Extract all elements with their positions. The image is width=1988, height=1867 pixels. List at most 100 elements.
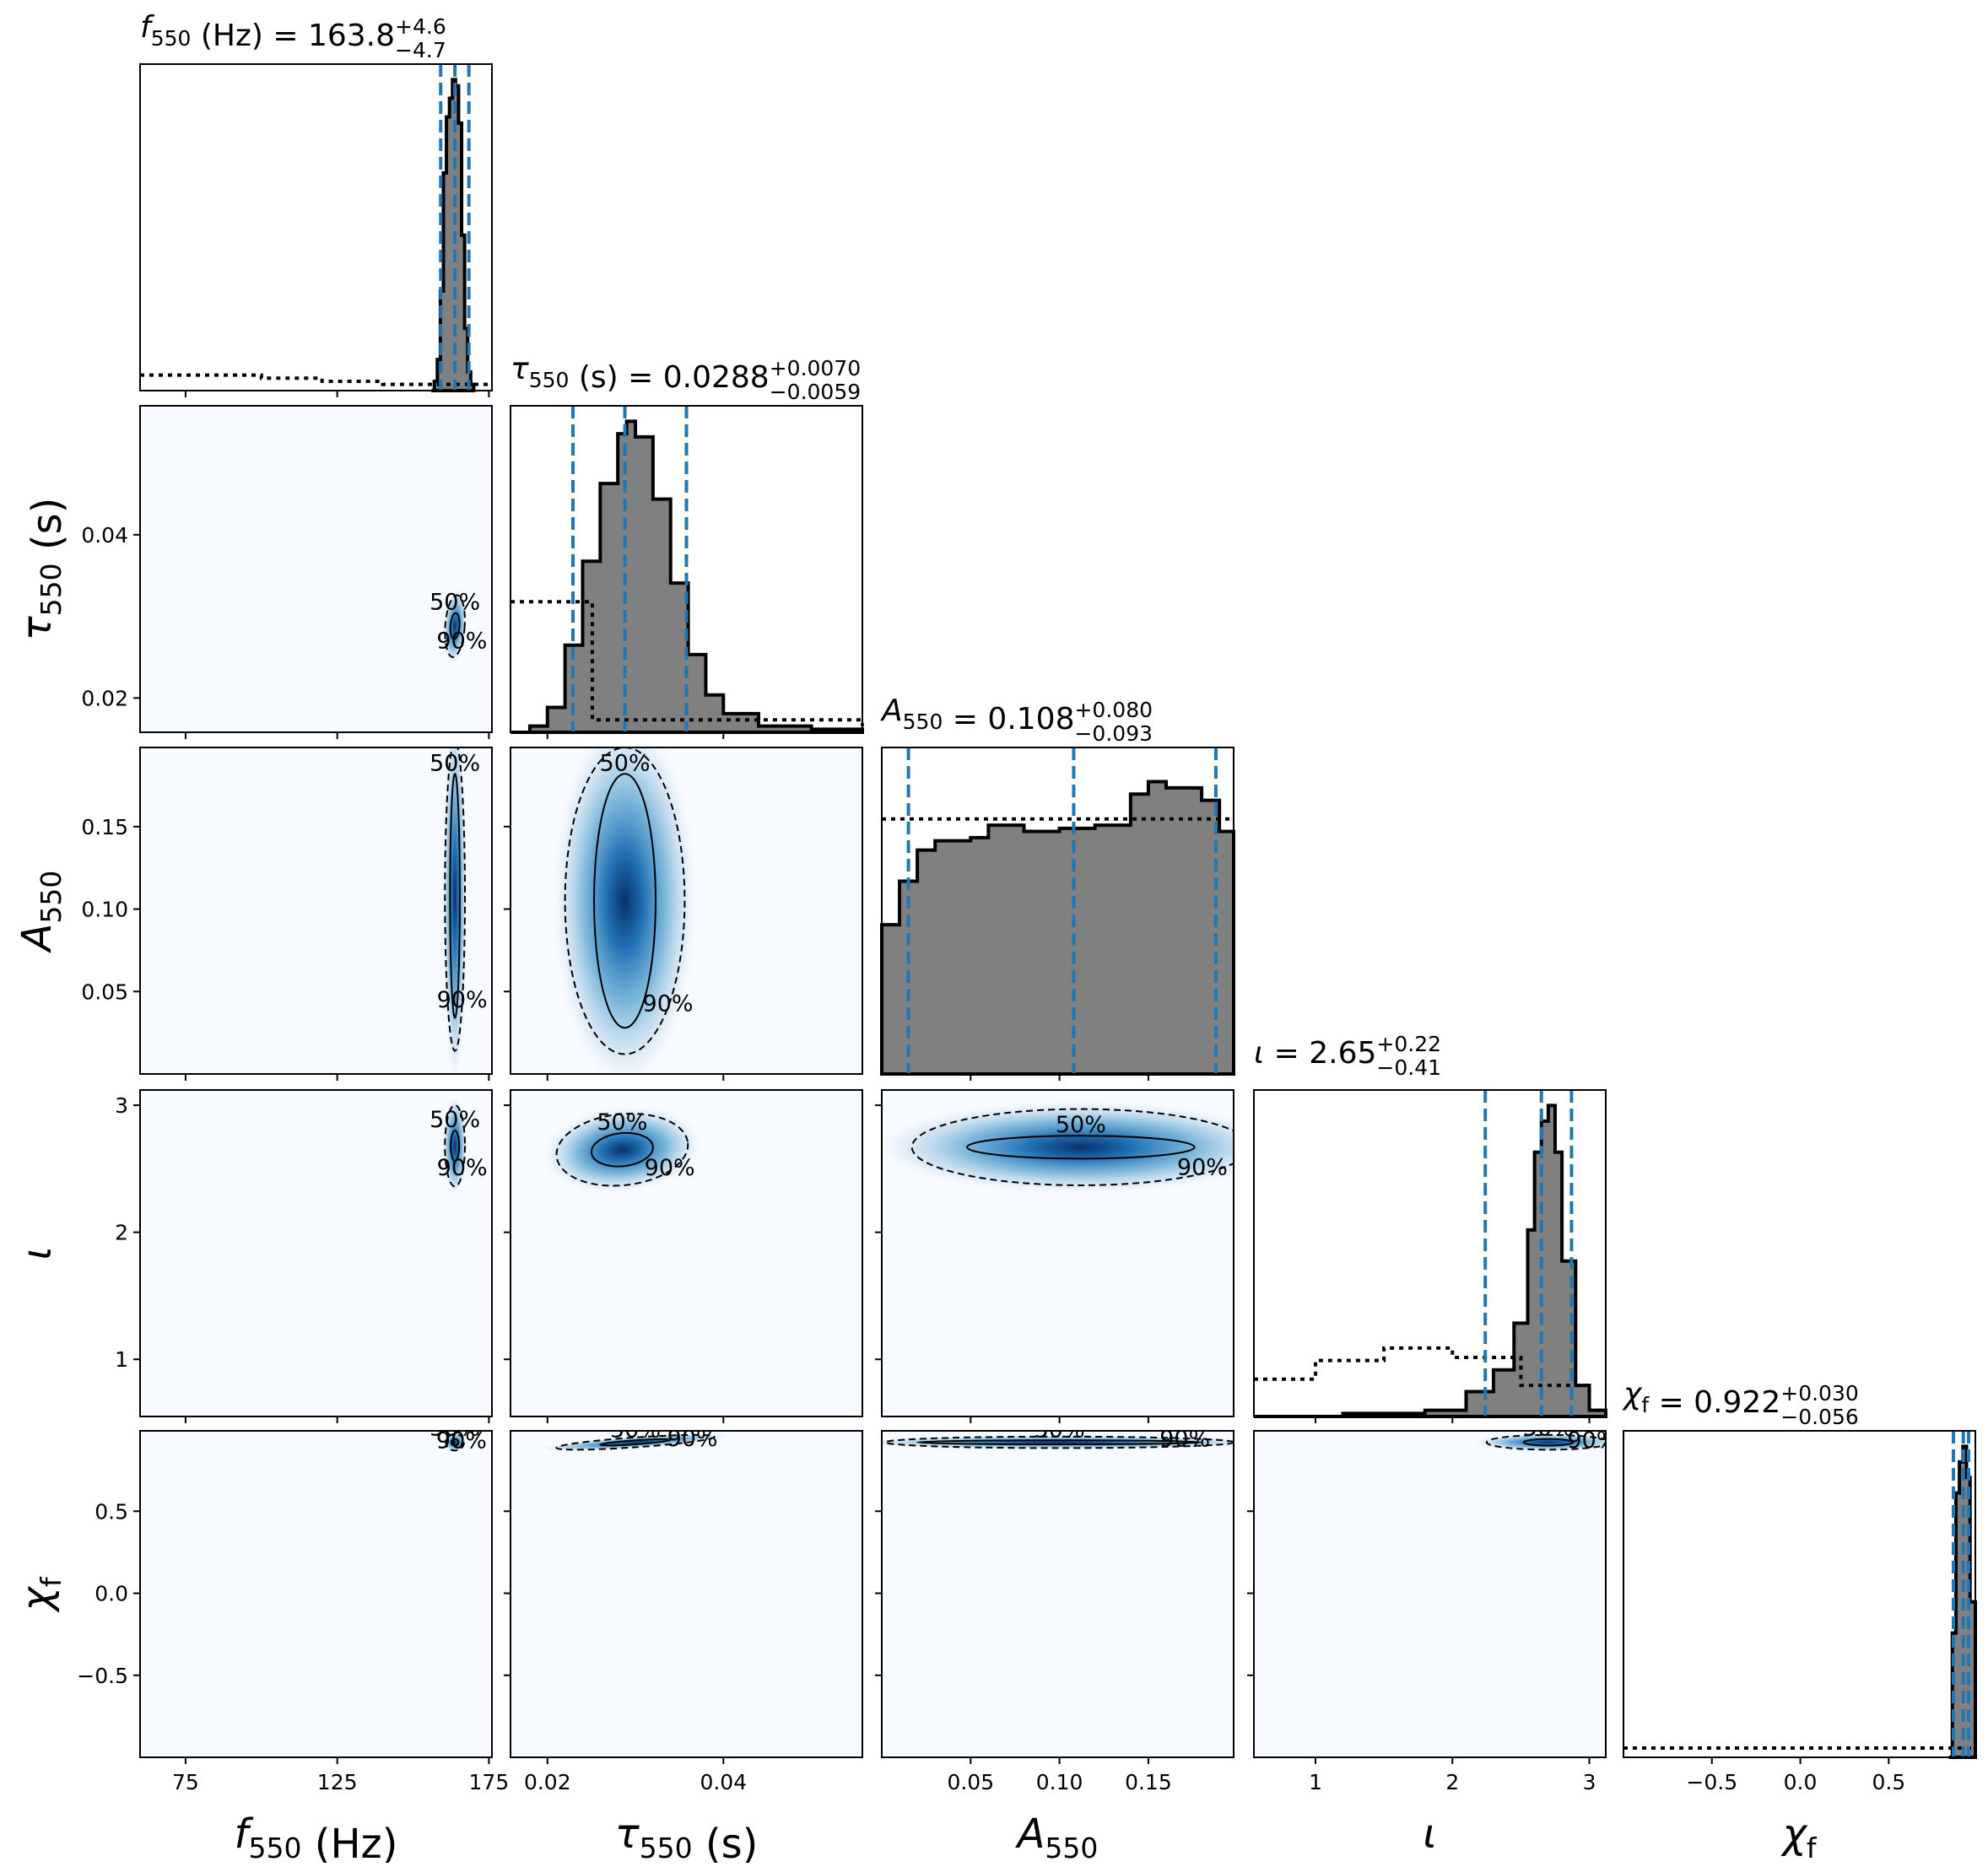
density-panel-frame xyxy=(139,1089,493,1417)
density-blob xyxy=(882,1435,1234,1450)
posterior-histogram xyxy=(880,780,1235,1076)
histogram-title-f: f550 (Hz) = 163.8+4.6 −4.7 xyxy=(140,10,446,62)
y-tick-label: −0.5 xyxy=(77,1664,128,1688)
contour-50 xyxy=(591,1131,654,1168)
contour-label-50: 50% xyxy=(1523,1416,1574,1442)
contour-label-50: 50% xyxy=(1035,1416,1085,1443)
contour-50 xyxy=(1522,1438,1575,1447)
histogram-title-iota: ι = 2.65+0.22 −0.41 xyxy=(1254,1032,1441,1080)
contour-50 xyxy=(449,612,461,640)
histogram-panel-bg xyxy=(1623,1431,1975,1757)
contour-label-90: 90% xyxy=(436,629,487,655)
title-minus: −0.0059 xyxy=(770,380,861,404)
x-tick-label: 75 xyxy=(172,1770,199,1794)
y-tick-label: 0.15 xyxy=(81,815,128,839)
contour-90 xyxy=(555,1113,689,1187)
x-tick-label: 0.02 xyxy=(524,1770,571,1794)
x-tick-label: 0.04 xyxy=(700,1770,747,1794)
x-axis-label-iota: ι xyxy=(1423,1810,1436,1858)
x-tick-label: 0.15 xyxy=(1125,1770,1172,1794)
title-median: = 2.65 xyxy=(1264,1036,1376,1071)
title-symbol-sub: 550 xyxy=(903,710,943,734)
axis-symbol: τ xyxy=(615,1810,640,1858)
title-symbol-sub: 550 xyxy=(529,368,570,392)
contour-90 xyxy=(445,1433,465,1452)
contour-90 xyxy=(444,1104,467,1188)
y-tick-label: 0.05 xyxy=(81,979,128,1004)
histogram-chi xyxy=(1623,1430,1977,1759)
contour-label-50: 50% xyxy=(429,590,480,616)
y-tick-label: 3 xyxy=(115,1093,128,1118)
y-tick-label: 0.04 xyxy=(81,523,128,548)
density-panel-f-A: 90% 50% xyxy=(139,747,493,1075)
contour-90 xyxy=(444,747,467,1052)
contour-label-50: 50% xyxy=(597,1109,647,1136)
density-panel-frame xyxy=(510,747,863,1075)
x-axis-label-chi: χf xyxy=(1780,1810,1817,1863)
axis-symbol-sub: 550 xyxy=(35,871,68,924)
x-tick-label: 0.5 xyxy=(1872,1770,1905,1794)
x-axis-label-f: f550 (Hz) xyxy=(235,1810,398,1863)
contour-90 xyxy=(555,1433,716,1451)
density-panel-tau-iota: 90% 50% xyxy=(510,1089,863,1417)
prior-histogram xyxy=(140,373,492,386)
density-panel-tau-A: 90% 50% xyxy=(510,747,863,1075)
histogram-frame xyxy=(1623,1430,1976,1758)
contour-label-50: 50% xyxy=(429,750,480,776)
histogram-iota xyxy=(1253,1089,1607,1418)
y-axis-label-iota: ι xyxy=(14,1246,61,1260)
density-blob xyxy=(442,1095,467,1197)
x-tick-label: 1 xyxy=(1309,1770,1322,1794)
axis-unit: (s) xyxy=(24,498,71,564)
histogram-panel-bg xyxy=(140,64,492,391)
axis-symbol-sub: 550 xyxy=(248,1832,301,1863)
x-tick-label: 175 xyxy=(469,1770,510,1794)
contour-label-90: 90% xyxy=(437,1155,488,1181)
density-panel-frame xyxy=(139,405,493,733)
histogram-frame xyxy=(1253,1089,1607,1417)
contour-50 xyxy=(966,1135,1196,1160)
axis-symbol: χ xyxy=(1780,1810,1807,1858)
title-plus: +0.22 xyxy=(1376,1032,1441,1056)
axis-symbol-sub: f xyxy=(1807,1832,1818,1863)
y-tick-label: 0.02 xyxy=(81,686,128,710)
axis-symbol: ι xyxy=(14,1246,61,1260)
axis-symbol-sub: 550 xyxy=(35,563,68,616)
contour-label-90: 90% xyxy=(436,1428,487,1454)
x-axis-label-tau: τ550 (s) xyxy=(615,1810,759,1863)
y-tick-label: 2 xyxy=(115,1221,128,1245)
density-panel-bg xyxy=(140,747,492,1074)
histogram-frame xyxy=(510,405,863,733)
contour-label-90: 90% xyxy=(643,991,694,1017)
density-panel-iota-chi: 90%50% xyxy=(1253,1416,1607,1758)
density-panel-tau-chi: 90%50% xyxy=(510,1416,863,1758)
axis-unit: (s) xyxy=(693,1821,759,1863)
density-panel-f-chi: 90%50% xyxy=(139,1428,493,1758)
posterior-histogram xyxy=(511,419,864,734)
title-symbol-sub: 550 xyxy=(151,26,192,51)
contour-label-50: 50% xyxy=(610,1416,661,1443)
axis-symbol: τ xyxy=(14,615,61,640)
contour-label-50: 50% xyxy=(600,750,651,776)
contour-50 xyxy=(593,773,657,1029)
title-plus: +0.0070 xyxy=(770,356,861,380)
contour-label-50: 50% xyxy=(1056,1112,1106,1138)
title-symbol: ι xyxy=(1254,1036,1264,1071)
density-panel-frame xyxy=(139,747,493,1075)
y-tick-label: 0.5 xyxy=(95,1499,128,1524)
contour-90 xyxy=(1485,1433,1606,1451)
contour-label-90: 90% xyxy=(437,987,488,1013)
title-minus: −0.093 xyxy=(1074,721,1153,746)
histogram-frame xyxy=(881,747,1234,1075)
contour-label-90: 90% xyxy=(645,1155,695,1181)
contour-50 xyxy=(450,1130,461,1163)
density-panel-frame xyxy=(510,1089,863,1417)
x-tick-label: 0.10 xyxy=(1036,1770,1083,1794)
y-axis-label-A: A550 xyxy=(14,871,68,954)
axis-symbol-sub: 550 xyxy=(1045,1832,1098,1863)
y-axis-label-chi: χf xyxy=(14,1576,68,1613)
prior-histogram xyxy=(1254,1346,1607,1414)
contour-50 xyxy=(599,1438,672,1447)
title-plus: +4.6 xyxy=(395,14,446,39)
